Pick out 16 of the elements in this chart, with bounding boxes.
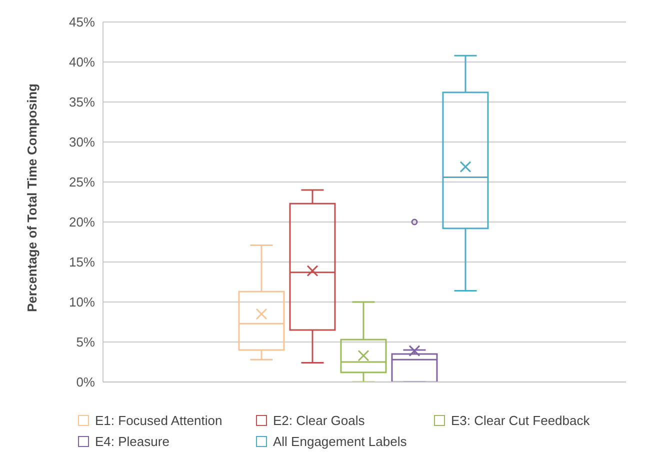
y-tick-label: 45% bbox=[68, 14, 96, 30]
y-tick-label: 20% bbox=[68, 214, 96, 230]
legend-label: E2: Clear Goals bbox=[273, 413, 365, 428]
y-axis-title: Percentage of Total Time Composing bbox=[24, 83, 40, 312]
y-tick-label: 30% bbox=[68, 134, 96, 150]
legend-label: All Engagement Labels bbox=[273, 434, 407, 449]
y-tick-label: 0% bbox=[76, 374, 96, 390]
y-tick-label: 40% bbox=[68, 54, 96, 70]
y-tick-label: 25% bbox=[68, 174, 96, 190]
y-tick-label: 35% bbox=[68, 94, 96, 110]
legend-label: E1: Focused Attention bbox=[95, 413, 222, 428]
legend-label: E3: Clear Cut Feedback bbox=[451, 413, 590, 428]
legend-label: E4: Pleasure bbox=[95, 434, 170, 449]
y-tick-label: 5% bbox=[76, 334, 96, 350]
y-tick-label: 15% bbox=[68, 254, 96, 270]
y-tick-label: 10% bbox=[68, 294, 96, 310]
